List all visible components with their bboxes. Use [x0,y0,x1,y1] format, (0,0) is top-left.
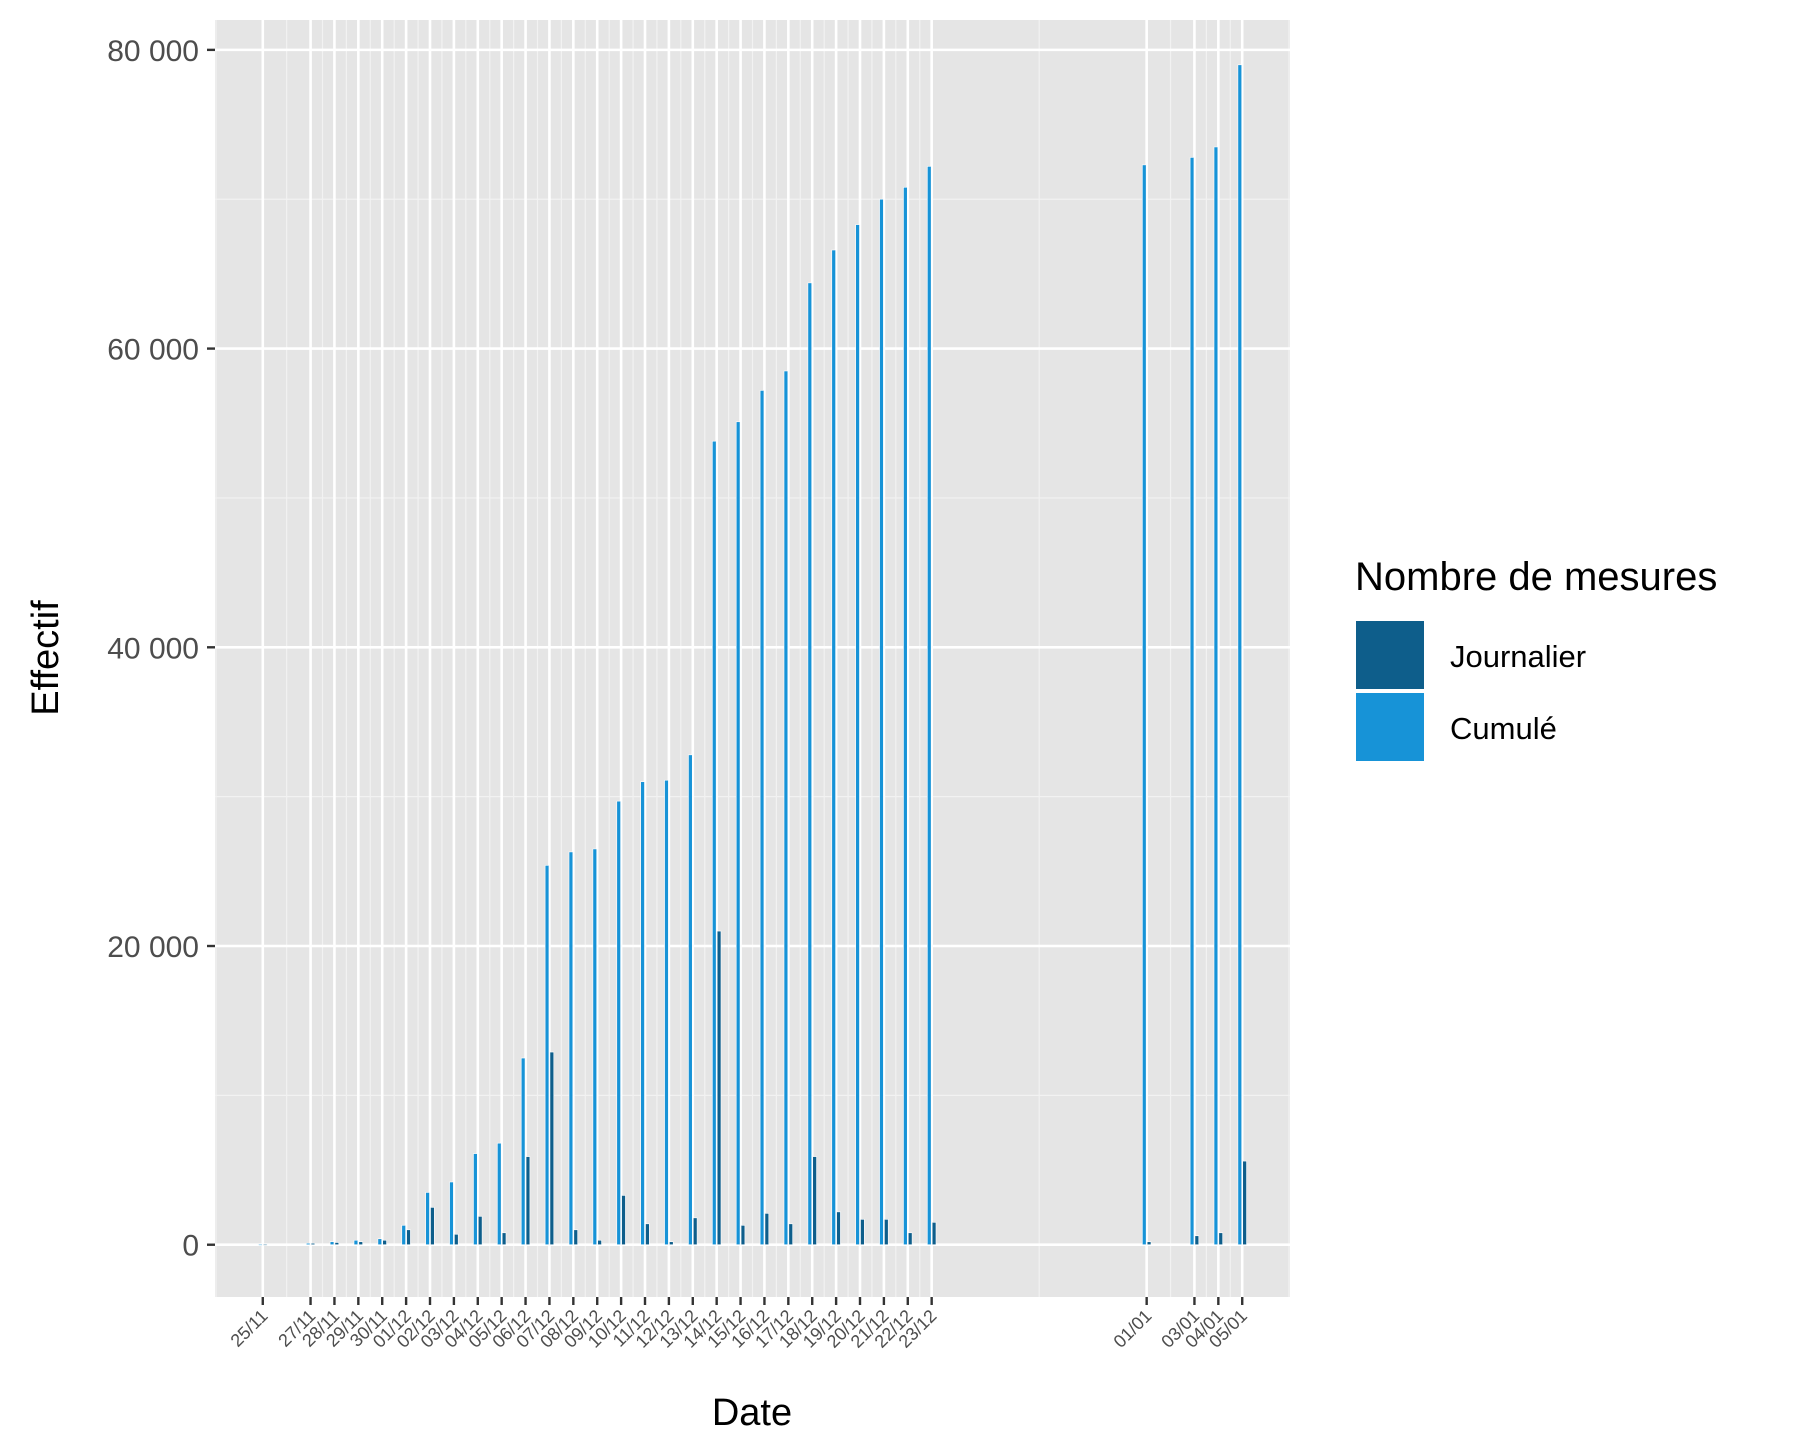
legend-label-journalier: Journalier [1450,639,1586,674]
bar-journalier [382,1239,387,1246]
bar-journalier [740,1225,746,1246]
bar-journalier [430,1207,435,1246]
y-axis-title: Effectif [25,600,67,716]
x-tick-label: 25/11 [227,1306,272,1351]
bar-journalier [907,1232,913,1246]
bar-cumule [616,800,621,1246]
y-tick-label: 80 000 [107,35,199,68]
bar-cumule [640,781,645,1246]
y-tick-label: 20 000 [107,931,199,964]
bar-journalier [621,1195,626,1246]
bar-cumule [783,370,789,1246]
bar-cumule [903,186,908,1246]
bar-journalier [477,1216,483,1246]
bar-cumule [258,1244,263,1246]
series-journalier [262,930,1247,1246]
legend-key-journalier [1354,619,1426,691]
bar-journalier [310,1242,316,1246]
bar-cumule [688,754,693,1246]
bar-cumule [473,1153,478,1246]
bar-cumule [568,851,574,1246]
bar-cumule [927,166,932,1246]
bar-journalier [597,1239,602,1246]
y-tick-label: 0 [182,1230,199,1263]
bar-journalier [1194,1235,1200,1246]
bar-cumule [759,390,765,1246]
x-axis: 25/11 27/1128/1129/1130/1101/1202/1203/12… [227,1297,1251,1352]
bar-cumule [401,1225,406,1246]
bar-cumule [377,1238,383,1246]
bar-cumule [664,779,669,1246]
bar-cumule [544,865,550,1246]
bar-journalier [262,1244,268,1246]
bar-journalier [525,1156,531,1246]
bar-journalier [716,930,722,1246]
bar-journalier [358,1241,363,1246]
bar-journalier [1146,1241,1152,1246]
bar-cumule [353,1239,359,1246]
bar-cumule [305,1242,311,1246]
bar-journalier [573,1229,578,1246]
bar-cumule [1237,64,1243,1246]
bar-cumule [879,198,884,1246]
bar-journalier [1242,1160,1247,1246]
bar-journalier [669,1241,674,1246]
x-tick-label: 01/01 [1110,1306,1156,1352]
bar-journalier [501,1232,507,1246]
bar-cumule [592,848,598,1246]
bar-journalier [764,1213,770,1246]
bar-journalier [836,1211,841,1246]
major-gridlines [215,20,1290,1297]
bar-journalier [788,1223,793,1246]
y-axis: 0 20 000 40 000 60 000 80 000 [107,35,215,1263]
bar-cumule [1142,164,1147,1246]
bar-cumule [425,1192,430,1246]
bar-journalier [931,1222,937,1246]
bar-journalier [334,1242,340,1246]
bar-cumule [831,249,836,1246]
bar-journalier [812,1156,817,1246]
bar-journalier [860,1219,865,1246]
bar-journalier [549,1051,555,1246]
bar-cumule [1213,146,1219,1246]
bar-cumule [712,440,717,1246]
y-tick-label: 60 000 [107,334,199,367]
bar-cumule [329,1241,335,1246]
bar-journalier [454,1233,459,1246]
y-tick-label: 40 000 [107,632,199,665]
bar-cumule [855,224,860,1246]
legend-key-cumule [1354,691,1426,763]
bar-cumule [1189,157,1195,1246]
legend-title: Nombre de mesures [1355,555,1717,599]
bar-cumule [735,421,741,1246]
bar-journalier [884,1219,889,1246]
bar-journalier [692,1217,698,1246]
bar-journalier [1218,1232,1223,1246]
bar-cumule [807,282,813,1246]
legend-label-cumule: Cumulé [1450,711,1557,746]
series-cumule [258,64,1243,1246]
legend: Nombre de mesures Journalier Cumulé [1354,555,1717,763]
bar-journalier [406,1229,411,1246]
minor-gridlines [215,20,1290,1297]
bar-cumule [520,1057,526,1246]
bar-cumule [497,1142,502,1246]
bar-journalier [645,1223,650,1246]
x-axis-title: Date [712,1392,792,1434]
bar-cumule [449,1181,454,1246]
